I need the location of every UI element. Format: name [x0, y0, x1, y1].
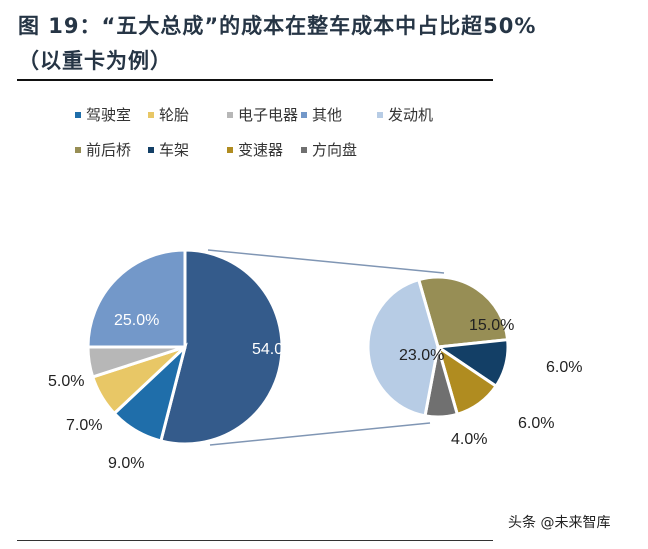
- legend-label: 驾驶室: [86, 106, 132, 124]
- legend-item: 发动机: [377, 104, 433, 125]
- data-label: 6.0%: [518, 415, 554, 432]
- figure-subtitle: （以重卡为例）: [18, 49, 172, 73]
- legend-item: 驾驶室: [75, 104, 131, 125]
- main-pie-slice: [159, 248, 284, 446]
- legend-swatch: [301, 111, 307, 118]
- legend-label: 电子电器: [238, 106, 299, 124]
- legend-swatch: [148, 111, 154, 118]
- legend-item: 变速器: [227, 139, 283, 160]
- legend-swatch: [301, 146, 307, 153]
- data-label: 54.0%: [252, 341, 297, 358]
- data-label: 4.0%: [451, 431, 487, 448]
- legend-swatch: [148, 146, 154, 153]
- legend-swatch: [75, 111, 81, 118]
- legend-swatch: [377, 111, 383, 118]
- bottom-rule: [17, 540, 493, 541]
- data-label: 15.0%: [469, 317, 514, 334]
- legend-label: 其他: [312, 106, 343, 124]
- watermark: 头条 @未来智库: [508, 515, 611, 531]
- data-label: 25.0%: [114, 312, 159, 329]
- legend-label: 前后桥: [86, 141, 132, 159]
- legend-item: 前后桥: [75, 139, 131, 160]
- main-pie-slice: [86, 248, 187, 349]
- data-label: 5.0%: [48, 373, 84, 390]
- legend-item: 电子电器: [227, 104, 298, 125]
- legend-label: 车架: [159, 141, 190, 159]
- data-label: 7.0%: [66, 417, 102, 434]
- legend-item: 轮胎: [148, 104, 189, 125]
- data-label: 23.0%: [399, 347, 444, 364]
- connector-line-bottom: [209, 422, 431, 446]
- sub-pie-slice: [366, 277, 440, 418]
- legend-item: 车架: [148, 139, 189, 160]
- legend-swatch: [75, 146, 81, 153]
- legend-item: 方向盘: [301, 139, 357, 160]
- legend-label: 发动机: [388, 106, 434, 124]
- legend-swatch: [227, 146, 233, 153]
- sub-pie-slice: [416, 275, 510, 349]
- legend-label: 变速器: [238, 141, 284, 159]
- title-rule: [17, 79, 493, 81]
- data-label: 6.0%: [546, 359, 582, 376]
- legend-swatch: [227, 111, 233, 118]
- legend-item: 其他: [301, 104, 342, 125]
- figure-title: 图 19：“五大总成”的成本在整车成本中占比超50%: [18, 14, 537, 38]
- connector-line-top: [207, 249, 445, 274]
- data-label: 9.0%: [108, 455, 144, 472]
- legend-label: 方向盘: [312, 141, 358, 159]
- legend-label: 轮胎: [159, 106, 190, 124]
